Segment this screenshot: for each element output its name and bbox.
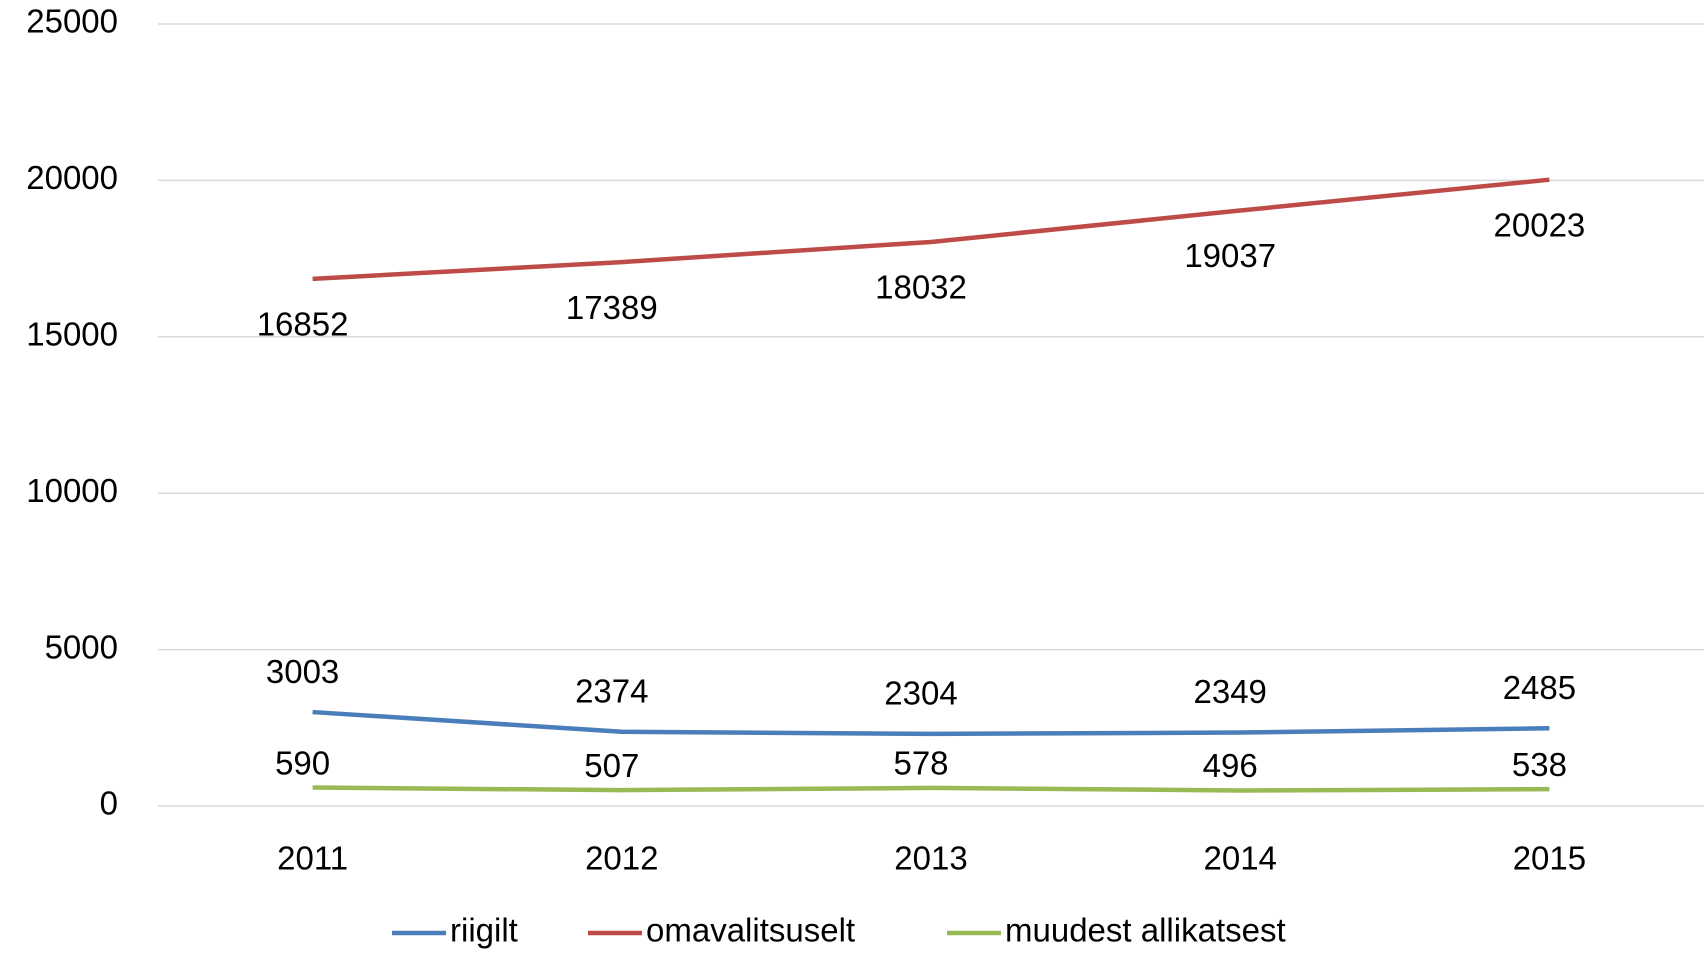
x-tick-label: 2014 [1203,840,1276,877]
data-label: 496 [1203,747,1258,784]
x-tick-label: 2012 [585,840,658,877]
x-tick-label: 2015 [1513,840,1586,877]
series-line [312,177,1550,282]
data-label: 538 [1512,746,1567,783]
data-label: 2349 [1193,673,1266,710]
data-label: 2304 [884,675,957,712]
data-label: 16852 [257,306,349,343]
data-label: 19037 [1184,237,1276,274]
series-line [312,785,1550,793]
y-tick-label: 5000 [45,628,118,665]
series-line [312,709,1550,737]
y-tick-label: 25000 [26,3,118,40]
legend-label: omavalitsuselt [646,912,855,949]
data-label: 2374 [575,672,648,709]
x-tick-label: 2013 [894,840,967,877]
y-tick-label: 10000 [26,472,118,509]
data-label: 17389 [566,289,658,326]
y-tick-label: 15000 [26,316,118,353]
data-label: 2485 [1503,669,1576,706]
data-label: 3003 [266,653,339,690]
data-label: 590 [275,744,330,781]
y-tick-label: 20000 [26,159,118,196]
data-label: 507 [584,747,639,784]
data-label: 20023 [1494,206,1586,243]
data-label: 578 [893,745,948,782]
legend-label: muudest allikatsest [1005,912,1286,949]
data-label: 18032 [875,269,967,306]
y-tick-label: 0 [100,785,118,822]
x-tick-label: 2011 [277,840,348,877]
legend-label: riigilt [450,912,518,949]
